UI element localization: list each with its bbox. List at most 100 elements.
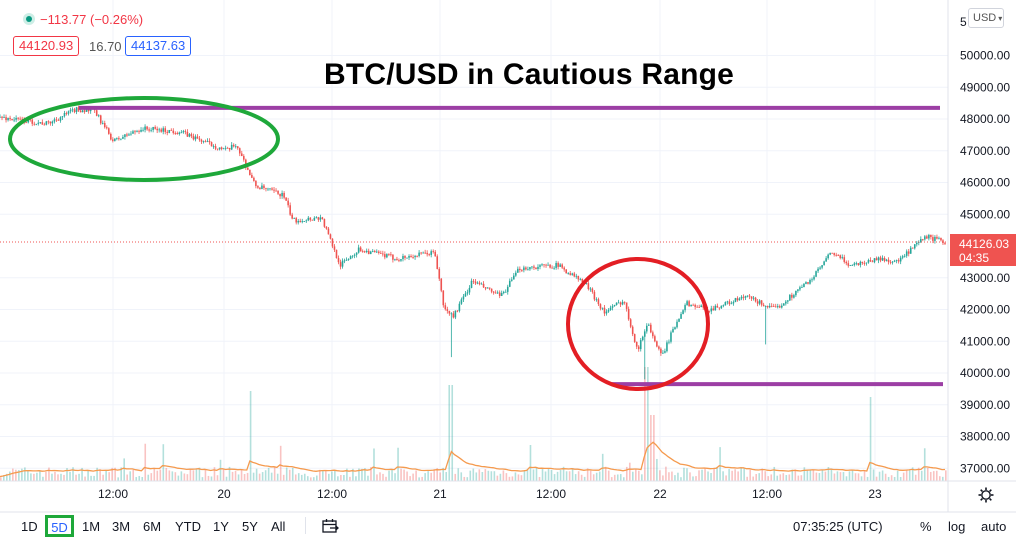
candle-body: [710, 308, 713, 312]
candle-body: [494, 292, 497, 294]
candle-body: [907, 251, 910, 254]
candle-body: [529, 267, 531, 270]
volume-bar: [574, 474, 577, 481]
range-1m[interactable]: 1M: [82, 519, 101, 534]
candle-body: [498, 292, 501, 296]
candle-body: [478, 282, 481, 285]
volume-bar: [376, 474, 378, 481]
candle-body: [430, 251, 432, 255]
candle-body: [287, 200, 289, 206]
volume-bar: [556, 471, 559, 481]
volume-bar: [728, 469, 730, 481]
candle-body: [271, 188, 273, 190]
candle-body: [549, 264, 551, 268]
candle-body: [416, 255, 418, 257]
candle-body: [539, 265, 541, 267]
range-5y[interactable]: 5Y: [242, 519, 258, 534]
volume-bar: [90, 475, 92, 481]
volume-bar: [276, 473, 279, 481]
candle-body: [331, 238, 334, 247]
candle-body: [83, 110, 86, 112]
candle-body: [545, 264, 547, 266]
candle-body: [807, 282, 809, 284]
candle-body: [357, 247, 360, 253]
volume-bar: [511, 476, 514, 481]
candle-body: [373, 251, 376, 253]
candle-body: [565, 269, 567, 274]
volume-bar: [565, 471, 568, 481]
candle-body: [940, 237, 942, 241]
volume-bar: [622, 477, 625, 481]
utc-clock[interactable]: 07:35:25 (UTC): [793, 519, 883, 534]
candle-body: [915, 242, 918, 245]
candle-body: [674, 327, 676, 330]
volume-bar: [613, 474, 616, 481]
candle-body: [253, 177, 255, 181]
range-5d[interactable]: 5D: [45, 515, 74, 537]
candle-body: [571, 273, 574, 275]
range-ytd[interactable]: YTD: [175, 519, 201, 534]
candle-body: [676, 321, 678, 328]
candle-body: [85, 108, 88, 112]
price-axis[interactable]: 50000.00 49000.00 48000.00 47000.00 46000.00…: [960, 15, 1010, 475]
sell-price-button[interactable]: 44120.93: [13, 36, 80, 56]
x-tick-label: 12:00: [536, 487, 566, 501]
candle-body: [780, 305, 783, 308]
candle-body: [355, 252, 358, 255]
range-1d[interactable]: 1D: [21, 519, 38, 534]
candle-body: [170, 129, 173, 131]
candle-body: [599, 304, 602, 309]
candle-body: [525, 267, 527, 270]
candle-body: [289, 205, 291, 215]
volume-bar: [45, 471, 47, 481]
volume-bar: [201, 477, 204, 481]
volume-bar: [108, 472, 110, 481]
calendar-range-icon[interactable]: [321, 518, 339, 534]
volume-bar: [340, 474, 342, 481]
candle-body: [5, 117, 7, 121]
candle-body: [591, 288, 594, 292]
x-tick-label: 12:00: [317, 487, 347, 501]
price-change: −113.77 (−0.26%): [40, 12, 144, 27]
candle-body: [212, 146, 215, 147]
buy-price-button[interactable]: 44137.63: [125, 36, 192, 56]
volume-bar: [159, 469, 162, 481]
range-3m[interactable]: 3M: [112, 519, 131, 534]
volume-bar: [496, 475, 499, 481]
volume-bar: [532, 469, 535, 481]
candle-body: [283, 192, 285, 198]
volume-bar: [331, 471, 333, 481]
candle-body: [168, 129, 171, 133]
time-axis[interactable]: 12:00 20 12:00 21 12:00 22 12:00 23: [98, 487, 882, 501]
candle-body: [547, 264, 549, 266]
range-1y[interactable]: 1Y: [213, 519, 229, 534]
candle-body: [472, 280, 475, 282]
candle-body: [448, 310, 451, 314]
volume-bar: [451, 385, 454, 481]
candle-body: [502, 291, 505, 294]
candle-body: [726, 301, 729, 303]
gear-icon[interactable]: [977, 486, 995, 504]
percent-scale-toggle[interactable]: %: [920, 519, 932, 534]
volume-bar: [716, 466, 718, 481]
candle-body: [692, 304, 694, 306]
candle-body: [152, 127, 154, 130]
volume-bar: [24, 467, 26, 481]
volume-bar: [117, 477, 119, 481]
volume-bar: [3, 475, 5, 481]
volume-bar: [860, 476, 863, 481]
candle-body: [130, 133, 132, 135]
candle-body: [120, 138, 122, 140]
auto-scale-toggle[interactable]: auto: [981, 519, 1007, 534]
range-all[interactable]: All: [271, 519, 286, 534]
currency-select[interactable]: USD ▾: [968, 8, 1004, 28]
volume-bar: [6, 473, 8, 481]
candle-body: [81, 110, 84, 113]
log-scale-toggle[interactable]: log: [948, 519, 966, 534]
range-6m[interactable]: 6M: [143, 519, 162, 534]
candle-body: [480, 283, 483, 285]
candle-body: [174, 133, 177, 134]
candle-body: [95, 110, 98, 116]
candle-body: [470, 280, 473, 288]
